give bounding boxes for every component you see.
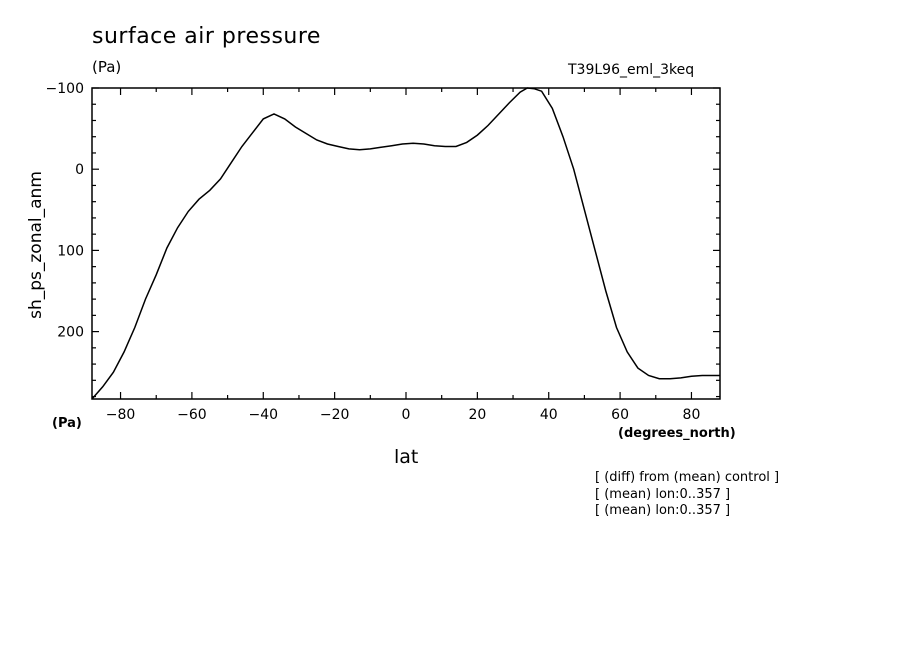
y-tick-label: 0 (75, 162, 84, 178)
x-tick-label: 80 (683, 407, 701, 423)
x-tick-label: 40 (540, 407, 558, 423)
plot-frame (91, 87, 721, 400)
chart-title: surface air pressure (92, 24, 321, 49)
x-tick-label: −40 (248, 407, 278, 423)
x-tick-label: −80 (106, 407, 136, 423)
y-tick-label: 100 (57, 243, 84, 259)
run-label: T39L96_eml_3keq (568, 62, 695, 78)
x-tick-label: 20 (468, 407, 486, 423)
axis-tick-labels: −80 −60 −40 −20 0 20 40 60 80 −100 0 100 200 (46, 81, 701, 423)
series-line (91, 87, 720, 400)
x-axis-label: lat (394, 446, 419, 468)
note-line: [ (mean) lon:0..357 ] (595, 503, 731, 518)
y-tick-label: −100 (46, 81, 84, 97)
x-tick-label: −60 (177, 407, 207, 423)
units-label-bottom: (Pa) (52, 416, 82, 431)
y-axis-label: sh_ps_zonal_anm (26, 171, 46, 319)
note-line: [ (diff) from (mean) control ] (595, 470, 780, 485)
x-tick-label: 60 (611, 407, 629, 423)
x-tick-label: 0 (402, 407, 411, 423)
y-tick-label: 200 (57, 325, 84, 341)
axis-ticks (92, 87, 720, 399)
units-label-top: (Pa) (92, 58, 122, 76)
x-axis-unit: (degrees_north) (618, 426, 736, 441)
x-tick-label: −20 (320, 407, 350, 423)
note-line: [ (mean) lon:0..357 ] (595, 487, 731, 502)
